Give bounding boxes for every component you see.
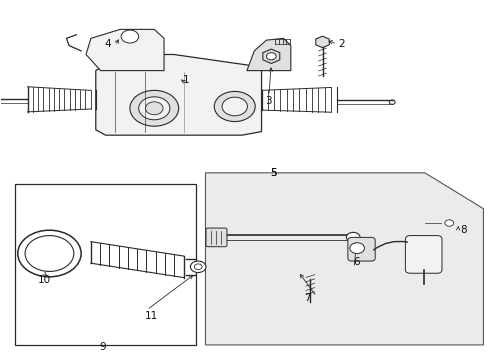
Text: 3: 3 xyxy=(265,96,272,106)
Text: 1: 1 xyxy=(183,75,189,85)
Polygon shape xyxy=(263,49,279,63)
Circle shape xyxy=(388,100,394,104)
Circle shape xyxy=(266,53,276,60)
Circle shape xyxy=(190,261,205,273)
Text: 6: 6 xyxy=(353,257,359,267)
Circle shape xyxy=(194,264,202,270)
Text: 4: 4 xyxy=(104,39,111,49)
FancyBboxPatch shape xyxy=(347,237,374,261)
Polygon shape xyxy=(205,173,483,345)
Circle shape xyxy=(139,97,169,120)
Text: 2: 2 xyxy=(338,39,345,49)
Circle shape xyxy=(121,30,139,43)
Text: 7: 7 xyxy=(304,293,310,303)
Circle shape xyxy=(346,232,359,242)
Circle shape xyxy=(214,91,255,122)
Polygon shape xyxy=(86,30,163,71)
Circle shape xyxy=(25,235,74,271)
FancyBboxPatch shape xyxy=(405,235,441,273)
Polygon shape xyxy=(246,39,290,71)
Circle shape xyxy=(18,230,81,277)
Polygon shape xyxy=(96,54,261,135)
Polygon shape xyxy=(441,217,456,229)
Circle shape xyxy=(349,243,364,253)
Polygon shape xyxy=(301,264,319,279)
Text: 5: 5 xyxy=(270,168,277,178)
Circle shape xyxy=(130,90,178,126)
Text: 9: 9 xyxy=(100,342,106,352)
Bar xyxy=(15,184,195,345)
Circle shape xyxy=(145,102,163,115)
Circle shape xyxy=(444,220,453,226)
Text: 10: 10 xyxy=(38,275,51,285)
Text: 8: 8 xyxy=(460,225,466,235)
Circle shape xyxy=(222,97,247,116)
Text: 11: 11 xyxy=(145,311,158,321)
Polygon shape xyxy=(315,36,328,48)
FancyBboxPatch shape xyxy=(205,228,226,247)
Text: 5: 5 xyxy=(270,168,277,178)
